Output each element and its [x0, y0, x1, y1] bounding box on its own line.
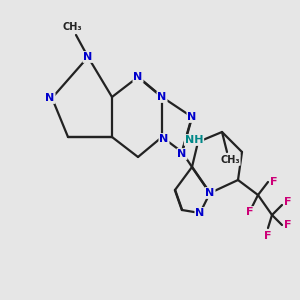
Text: N: N — [134, 72, 142, 82]
Text: F: F — [246, 207, 254, 217]
Text: CH₃: CH₃ — [62, 22, 82, 32]
Text: N: N — [159, 134, 169, 144]
Text: CH₃: CH₃ — [220, 155, 240, 165]
Text: N: N — [45, 93, 55, 103]
Text: N: N — [83, 52, 93, 62]
Text: F: F — [284, 197, 292, 207]
Text: F: F — [264, 231, 272, 241]
Text: F: F — [270, 177, 278, 187]
Text: N: N — [158, 92, 166, 102]
Text: N: N — [206, 188, 214, 198]
Text: N: N — [177, 149, 187, 159]
Text: N: N — [195, 208, 205, 218]
Text: F: F — [284, 220, 292, 230]
Text: NH: NH — [185, 135, 203, 145]
Text: N: N — [188, 112, 196, 122]
